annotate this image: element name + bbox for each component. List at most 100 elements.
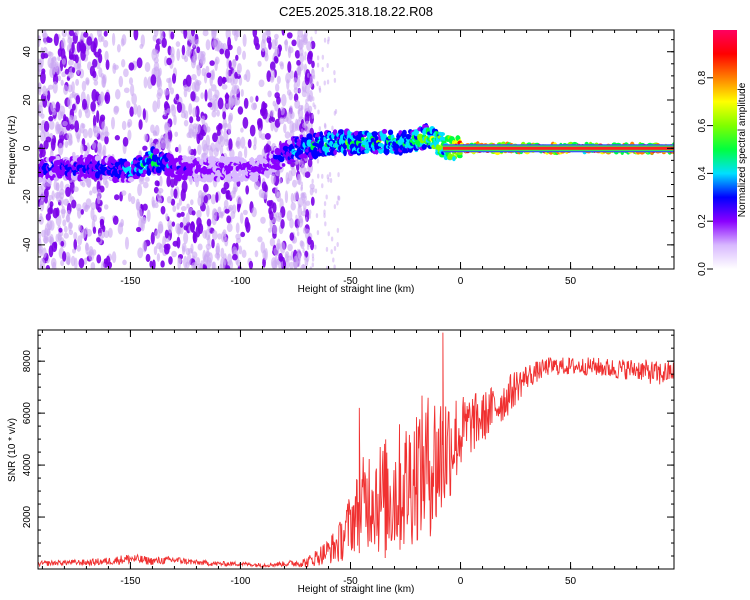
noise-point [176,212,182,218]
noise-point [99,114,106,122]
ridge-point [271,158,276,165]
noise-point [39,130,46,142]
noise-point [80,143,84,155]
noise-point [190,199,194,206]
ridge-point [457,153,463,159]
noise-point [220,257,226,269]
noise-point [207,102,213,108]
noise-point [171,250,177,258]
noise-point [209,60,215,66]
noise-point [310,36,313,42]
noise-point [90,207,95,221]
noise-point [180,188,186,202]
noise-point [137,247,144,259]
noise-point [284,190,289,204]
ridge-point [140,173,146,178]
x-tick-label: -50 [343,276,358,287]
noise-point [258,127,262,139]
noise-point [242,117,249,129]
noise-point [323,209,326,215]
colorbar-tick-label: 0.8 [697,70,708,84]
noise-point [76,133,81,143]
noise-point [310,196,315,206]
noise-point [329,177,333,183]
noise-point [171,73,177,84]
noise-point [255,95,259,102]
noise-point [236,46,242,56]
noise-point [85,198,92,208]
noise-point [150,231,155,245]
noise-point [67,96,72,109]
ridge-point [150,160,155,167]
noise-point [321,183,324,189]
noise-point [317,109,320,115]
noise-point [98,33,103,43]
noise-point [269,237,276,247]
noise-point [171,105,177,117]
y-tick-label: -20 [22,189,33,204]
noise-point [201,115,206,126]
noise-point [105,59,110,71]
noise-point [161,37,167,49]
noise-point [268,40,272,50]
noise-point [183,30,188,40]
noise-point [80,208,84,215]
noise-point [137,207,143,219]
noise-point [323,122,327,128]
noise-point [245,69,251,83]
noise-point [196,209,202,219]
noise-point [227,253,233,266]
noise-point [283,123,287,134]
noise-point [41,68,46,75]
noise-point [39,198,45,212]
noise-point [283,40,289,46]
noise-point [235,140,240,148]
noise-point [40,182,47,191]
noise-point [166,196,172,204]
noise-point [326,62,329,68]
noise-point [304,111,310,124]
noise-point [142,203,148,211]
noise-point [167,224,173,234]
ridge-point [382,134,388,140]
noise-point [206,204,210,218]
noise-point [270,257,277,269]
noise-point [258,79,265,88]
noise-point [236,201,241,213]
noise-point [217,97,224,110]
noise-point [116,44,121,53]
noise-point [304,167,307,173]
noise-point [204,89,208,102]
noise-point [215,242,221,256]
colorbar-label: Normalized spectral amplitude [737,82,748,217]
noise-point [304,108,307,114]
noise-point [286,79,290,91]
ridge-point [181,155,188,160]
noise-point [99,218,105,226]
noise-point [326,39,330,45]
noise-point [214,58,218,71]
noise-point [79,122,85,134]
noise-point [226,223,233,233]
noise-point [87,127,93,139]
noise-point [215,192,219,203]
noise-point [53,33,59,47]
noise-point [311,60,315,69]
noise-point [78,258,85,269]
noise-point [43,188,49,199]
noise-point [316,230,320,236]
noise-point [228,138,233,152]
noise-point [189,116,194,124]
noise-point [260,38,266,52]
noise-point [219,48,225,55]
noise-point [276,95,281,105]
noise-point [231,246,238,257]
y-tick-label: 0 [22,145,33,151]
noise-point [286,32,293,39]
noise-point [286,89,292,96]
ridge-point [38,176,43,184]
y-tick-label: -40 [22,237,33,252]
noise-point [72,248,77,254]
spectrogram-frame [37,29,675,270]
noise-point [156,190,162,201]
